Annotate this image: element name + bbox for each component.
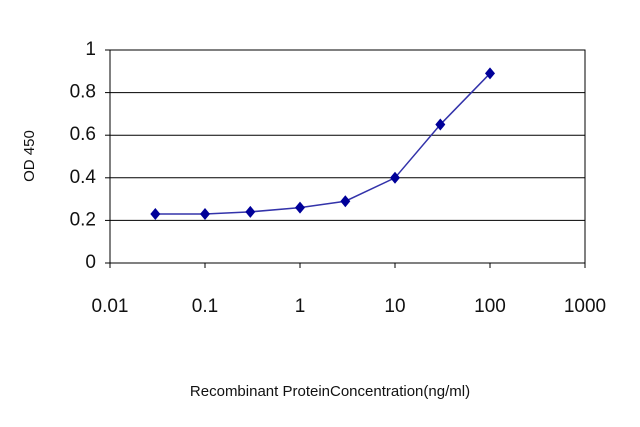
y-tick-label: 1 [85, 39, 96, 60]
data-point [340, 195, 351, 208]
x-tick-label: 0.1 [192, 296, 218, 317]
data-point [150, 208, 161, 221]
x-axis-title: Recombinant ProteinConcentration(ng/ml) [190, 383, 470, 400]
data-point [295, 201, 305, 214]
data-point [245, 205, 256, 218]
x-tick-label: 1 [295, 296, 306, 317]
data-point [200, 208, 210, 221]
x-tick-label: 100 [474, 296, 506, 317]
plot-area [109, 49, 586, 264]
data-point [485, 67, 495, 80]
y-tick-label: 0.2 [70, 209, 96, 230]
y-axis-title: OD 450 [21, 130, 38, 182]
data-line [155, 72, 491, 215]
data-point [390, 171, 400, 184]
y-tick-label: 0.6 [70, 124, 96, 145]
data-point [435, 118, 446, 131]
y-tick-label: 0.8 [70, 82, 96, 103]
x-tick-label: 10 [384, 296, 405, 317]
x-tick-label: 1000 [564, 296, 606, 317]
y-tick-label: 0 [85, 252, 96, 273]
x-tick-label: 0.01 [92, 296, 129, 317]
y-tick-label: 0.4 [70, 167, 97, 188]
